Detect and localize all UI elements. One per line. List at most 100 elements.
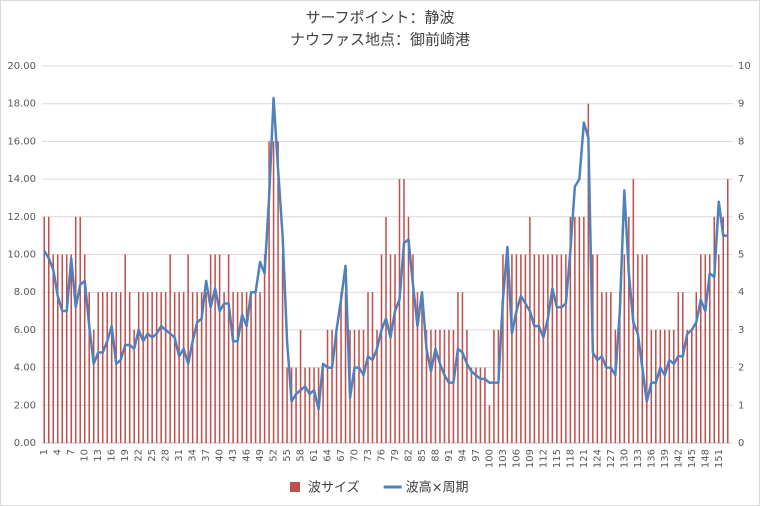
bar — [709, 254, 711, 443]
bar — [430, 329, 432, 443]
x-tick-label: 88 — [430, 449, 441, 462]
bar — [56, 254, 59, 443]
x-tick-label: 10 — [80, 449, 91, 462]
bar — [623, 254, 626, 443]
bar — [227, 254, 230, 443]
bar — [520, 254, 522, 443]
bar — [205, 292, 207, 443]
bar — [569, 216, 572, 443]
x-tick-label: 94 — [457, 449, 468, 462]
y-tick-label: 10.00 — [7, 250, 36, 261]
bar — [286, 367, 288, 443]
bar — [596, 254, 599, 443]
bar — [403, 179, 405, 443]
x-tick-label: 76 — [377, 449, 388, 462]
x-tick-label: 127 — [606, 449, 617, 468]
bar — [88, 292, 90, 443]
y2-tick-label: 3 — [738, 325, 744, 336]
x-tick-label: 112 — [538, 449, 549, 468]
bar — [299, 329, 302, 443]
bar — [254, 292, 257, 443]
bar — [236, 292, 239, 443]
bar — [313, 367, 315, 443]
bar — [448, 329, 450, 443]
bar — [358, 329, 360, 443]
bar — [641, 254, 644, 443]
x-tick-label: 139 — [660, 449, 671, 468]
x-tick-label: 31 — [174, 449, 185, 462]
bar — [425, 329, 428, 443]
bar — [196, 292, 198, 443]
bar — [614, 329, 617, 443]
bar — [340, 292, 342, 443]
y2-tick-label: 0 — [738, 438, 744, 449]
y2-tick-label: 9 — [738, 99, 744, 110]
bar — [726, 179, 729, 443]
y-tick-label: 12.00 — [7, 212, 36, 223]
bar — [281, 254, 284, 443]
x-tick-label: 64 — [323, 449, 334, 462]
bar — [524, 254, 527, 443]
bar — [578, 216, 581, 443]
bar — [371, 292, 374, 443]
bar — [47, 216, 50, 443]
x-tick-label: 13 — [93, 449, 104, 462]
x-tick-label: 124 — [592, 449, 603, 468]
bar — [376, 329, 378, 443]
bar — [717, 254, 720, 443]
bar — [637, 254, 639, 443]
bar — [223, 292, 225, 443]
bar — [722, 216, 725, 443]
x-tick-label: 115 — [552, 449, 563, 468]
x-tick-label: 58 — [296, 449, 307, 462]
bar — [389, 254, 392, 443]
x-tick-label: 106 — [511, 449, 522, 468]
bar — [79, 216, 81, 443]
bar — [497, 329, 500, 443]
bar — [326, 329, 329, 443]
bar — [331, 329, 333, 443]
y2-tick-label: 8 — [738, 136, 744, 147]
bar — [353, 329, 356, 443]
bar — [479, 367, 482, 443]
bar — [362, 329, 365, 443]
x-tick-label: 109 — [525, 449, 536, 468]
bar — [691, 329, 693, 443]
bar — [290, 367, 293, 443]
bar — [488, 405, 491, 443]
bar — [187, 254, 189, 443]
x-tick-label: 151 — [714, 449, 725, 468]
bar — [700, 254, 702, 443]
bar — [191, 292, 194, 443]
x-tick-label: 70 — [350, 449, 361, 462]
y-tick-label: 14.00 — [7, 174, 36, 185]
y2-tick-label: 10 — [738, 61, 751, 72]
x-tick-label: 67 — [336, 449, 347, 462]
bar — [529, 216, 531, 443]
x-tick-label: 61 — [309, 449, 320, 462]
line — [43, 96, 728, 411]
x-tick-label: 103 — [498, 449, 509, 468]
y2-tick-label: 4 — [738, 287, 744, 298]
bar — [335, 329, 338, 443]
bar — [110, 292, 113, 443]
bar — [304, 367, 306, 443]
x-tick-label: 37 — [201, 449, 212, 462]
bar — [106, 292, 108, 443]
y-tick-label: 6.00 — [14, 325, 36, 336]
y-tick-label: 20.00 — [7, 61, 36, 72]
bar — [169, 254, 171, 443]
x-tick-label: 79 — [390, 449, 401, 462]
bar — [655, 329, 657, 443]
x-tick-label: 4 — [53, 449, 64, 455]
bar — [556, 254, 558, 443]
bar — [70, 254, 72, 443]
bar — [119, 292, 122, 443]
x-tick-label: 25 — [147, 449, 158, 462]
bar — [367, 292, 369, 443]
x-tick-label: 16 — [107, 449, 118, 462]
bar — [443, 329, 446, 443]
bar — [542, 254, 545, 443]
y2-tick-label: 2 — [738, 363, 744, 374]
